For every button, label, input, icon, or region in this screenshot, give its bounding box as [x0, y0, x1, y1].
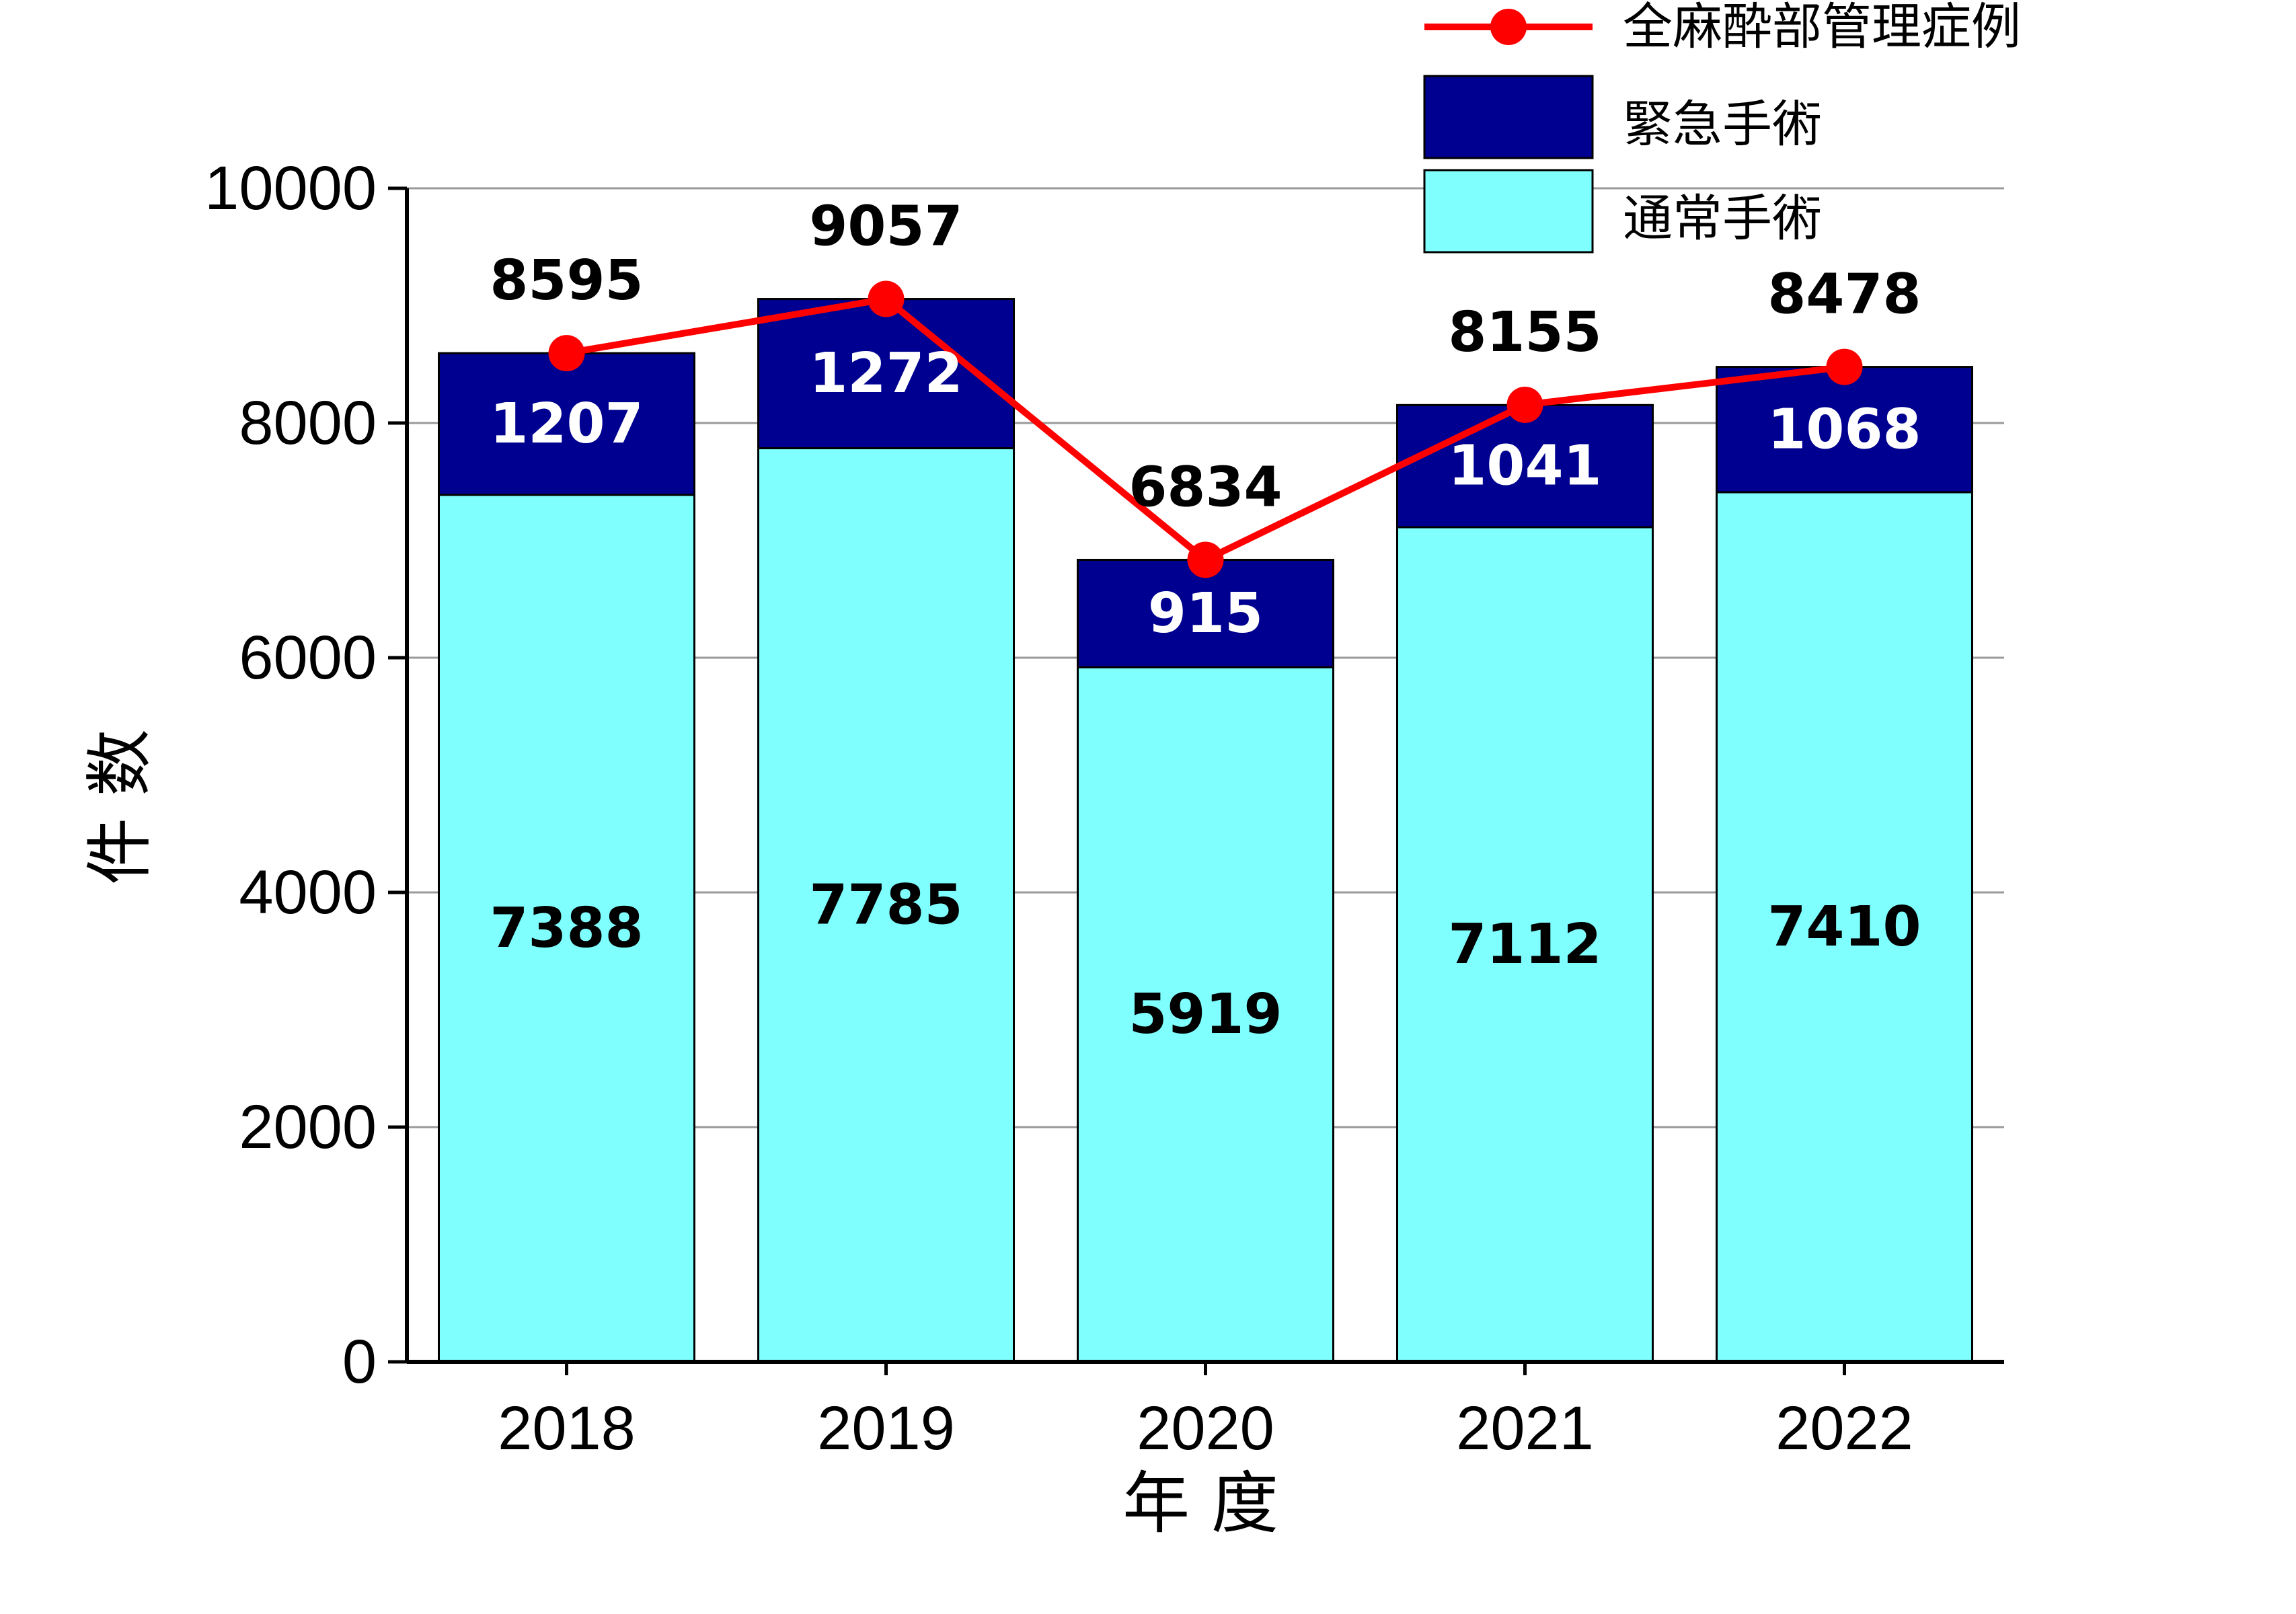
legend-label: 通常手術 [1623, 190, 1822, 247]
x-tick-label: 2022 [1775, 1394, 1913, 1463]
bars [438, 298, 1973, 1363]
bar-normal-2022 [1716, 491, 1973, 1363]
total-point [1187, 541, 1224, 578]
bar-value-label: 1207 [490, 392, 643, 456]
bar-value-label: 5919 [1128, 983, 1282, 1046]
y-tick-label: 10000 [204, 154, 377, 223]
data-labels: 7388 1207 7785 1272 5919 915 7112 1041 7410 1068 8… [490, 195, 1921, 1047]
x-tick-label: 2019 [817, 1394, 955, 1463]
line-series [548, 280, 1863, 578]
x-axis-title: 年 度 [1122, 1464, 1278, 1543]
bar-emergency-2021 [1396, 404, 1654, 529]
y-tick-label: 6000 [239, 623, 377, 692]
total-point [1826, 348, 1863, 385]
total-point [548, 335, 585, 372]
bar-emergency-2022 [1716, 366, 1973, 494]
total-value-label: 9057 [809, 195, 962, 259]
bar-value-label: 7112 [1448, 913, 1601, 976]
bar-normal-2020 [1077, 666, 1334, 1363]
y-tick-label: 8000 [239, 389, 377, 457]
axes: 0 2000 4000 6000 8000 10000 2018 2019 2020 2021 20… [204, 154, 2004, 1463]
bar-emergency-2018 [438, 352, 695, 496]
legend-label: 全麻酔部管理症例 [1623, 0, 2021, 56]
x-tick-label: 2020 [1137, 1394, 1274, 1463]
total-value-label: 6834 [1128, 455, 1282, 519]
bar-value-label: 7410 [1767, 895, 1921, 959]
bar-normal-2018 [438, 494, 695, 1363]
y-tick-label: 4000 [239, 858, 377, 927]
bar-value-label: 915 [1148, 582, 1263, 646]
x-tick-label: 2018 [498, 1394, 636, 1463]
legend-swatch [1423, 75, 1594, 159]
y-tick-label: 2000 [239, 1093, 377, 1161]
bar-value-label: 7388 [490, 896, 643, 960]
y-tick-label: 0 [342, 1328, 377, 1396]
total-value-label: 8155 [1448, 301, 1601, 364]
bar-value-label: 1068 [1767, 397, 1921, 461]
x-tick-label: 2021 [1456, 1394, 1594, 1463]
bar-value-label: 7785 [809, 873, 962, 937]
total-point [868, 280, 905, 317]
bar-value-label: 1041 [1448, 434, 1601, 498]
bar-normal-2019 [757, 447, 1015, 1363]
total-value-label: 8478 [1767, 263, 1921, 327]
legend-label: 緊急手術 [1623, 95, 1822, 153]
bar-value-label: 1272 [809, 342, 962, 406]
legend-swatch [1423, 169, 1594, 254]
total-point [1506, 386, 1543, 423]
bar-normal-2021 [1396, 526, 1654, 1363]
legend-line-marker [1490, 9, 1527, 45]
y-axis-title: 件 数 [80, 729, 159, 885]
total-value-label: 8595 [490, 249, 643, 313]
